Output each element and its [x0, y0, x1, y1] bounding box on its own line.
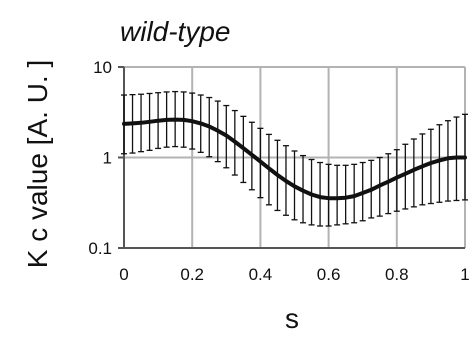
x-tick-label: 0.2 [180, 265, 204, 284]
x-tick-label: 0.6 [317, 265, 341, 284]
y-axis-label: K c value [A. U. ] [22, 60, 53, 269]
error-bars [121, 90, 468, 227]
x-tick-labels: 0 0.2 0.4 0.6 0.8 1 [119, 265, 469, 284]
y-tick-label: 0.1 [88, 239, 112, 258]
x-tick-label: 1 [460, 265, 469, 284]
series-line [122, 117, 467, 201]
y-tick-label: 1 [103, 149, 112, 168]
x-tick-label: 0.8 [385, 265, 409, 284]
chart-title: wild-type [120, 16, 230, 47]
x-axis-label: s [285, 303, 299, 334]
grid [118, 66, 466, 249]
x-tick-label: 0 [119, 265, 128, 284]
x-tick-label: 0.4 [249, 265, 273, 284]
y-tick-labels: 0.1 1 10 [88, 58, 112, 258]
y-tick-label: 10 [93, 58, 112, 77]
